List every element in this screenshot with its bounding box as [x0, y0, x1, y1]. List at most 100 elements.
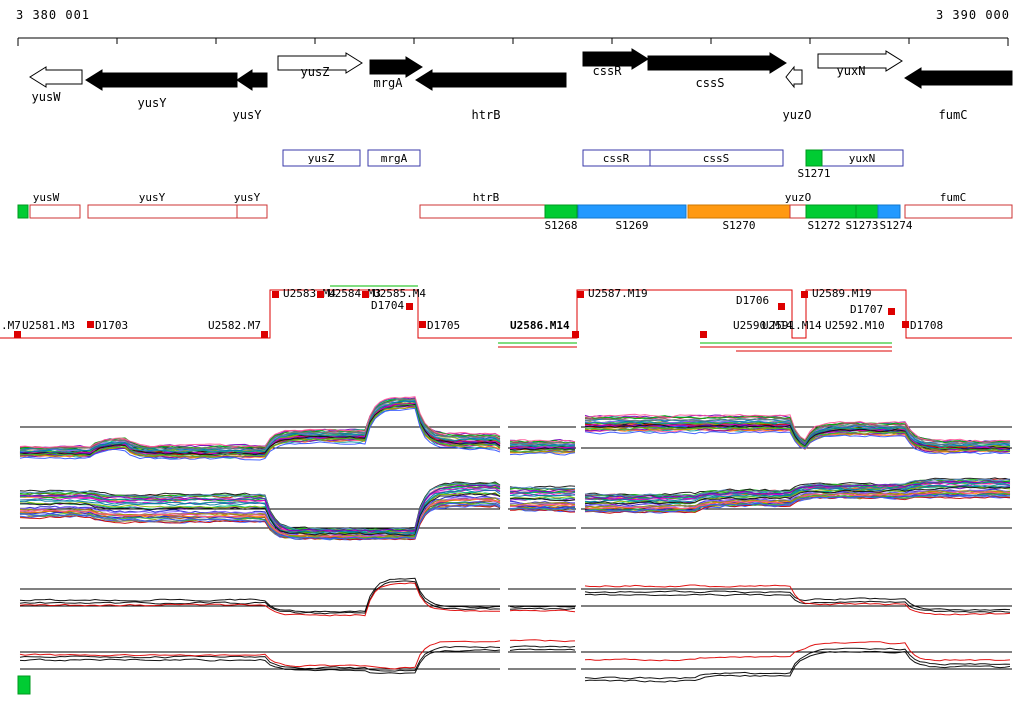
segment-S1268[interactable]	[544, 204, 578, 219]
profile-trace	[509, 497, 576, 501]
profile-trace	[509, 648, 576, 651]
gene-arrow-yusY[interactable]	[85, 69, 238, 91]
profile-trace	[20, 492, 501, 536]
probe-label-U2589.M19[interactable]: U2589.M19	[812, 287, 872, 300]
gene-arrow-mrgA[interactable]	[369, 56, 423, 78]
probe-flag-U2587.M19[interactable]	[577, 291, 584, 298]
profile-trace	[584, 647, 1011, 680]
probe-label-U2591.M14[interactable]: U2591.M14	[762, 319, 822, 332]
segment-S1272[interactable]	[805, 204, 857, 219]
profile-trace	[509, 451, 576, 456]
gene-arrow-yusY[interactable]	[236, 69, 268, 91]
tu-box-mrgA[interactable]	[367, 149, 421, 167]
profile-trace	[584, 590, 1011, 611]
profile-trace	[510, 439, 576, 443]
probe-label-D1708[interactable]: D1708	[910, 319, 943, 332]
profile-trace	[509, 495, 576, 499]
segment-yusY[interactable]	[87, 204, 238, 219]
segment-S1274[interactable]	[877, 204, 901, 219]
profile-trace	[19, 398, 501, 451]
profile-trace	[19, 398, 501, 452]
segment-htrB[interactable]	[419, 204, 546, 219]
profile-trace	[509, 446, 576, 449]
probe-label-D1703[interactable]: D1703	[95, 319, 128, 332]
probe-flag-U2585.M4[interactable]	[362, 291, 369, 298]
profile-trace	[19, 648, 501, 675]
tu-box-yusZ[interactable]	[282, 149, 361, 167]
probe-label-D1707[interactable]: D1707	[850, 303, 883, 316]
segment-label-yuzO: yuzO	[785, 191, 812, 204]
profile-trace	[584, 417, 1011, 446]
probe-flag-U2590.M14[interactable]	[700, 331, 707, 338]
profile-trace	[584, 484, 1011, 503]
gene-label-fumC: fumC	[939, 108, 968, 122]
ruler-start-label: 3 380 001	[16, 8, 91, 22]
profile-trace	[584, 426, 1011, 452]
gene-arrow-cssS[interactable]	[647, 52, 787, 74]
profile-trace	[19, 481, 501, 532]
probe-flag-U2581.M3[interactable]	[14, 331, 21, 338]
probe-flag-U2584.M3[interactable]	[317, 291, 324, 298]
tu-label-mrgA: mrgA	[381, 152, 408, 165]
probe-label-D1706[interactable]: D1706	[736, 294, 769, 307]
probe-flag-U2583.M4[interactable]	[272, 291, 279, 298]
gene-arrow-fumC[interactable]	[904, 67, 1013, 89]
gene-arrow-yusW[interactable]	[29, 66, 83, 88]
gene-label-htrB: htrB	[472, 108, 501, 122]
probe-flag-U2589.M19[interactable]	[801, 291, 808, 298]
probe-flag-D1703[interactable]	[87, 321, 94, 328]
ruler-end-label: 3 390 000	[935, 8, 1010, 22]
probe-flag-D1707[interactable]	[888, 308, 895, 315]
tu-label-cssS: cssS	[703, 152, 730, 165]
probe-label-U2587.M19[interactable]: U2587.M19	[588, 287, 648, 300]
profile-trace	[509, 486, 576, 490]
segment-yuzO[interactable]	[789, 204, 807, 219]
segment-S1270[interactable]	[687, 204, 791, 219]
segment-S1273[interactable]	[855, 204, 879, 219]
probe-label-U2582.M7[interactable]: U2582.M7	[208, 319, 261, 332]
probe-label-U2590.M14[interactable]: U2590.M14	[733, 319, 793, 332]
profile-trace	[19, 396, 501, 449]
segment-block[interactable]	[17, 204, 29, 219]
segment-yusY[interactable]	[236, 204, 268, 219]
gene-arrow-yusZ[interactable]	[277, 52, 363, 74]
probe-label-.M7[interactable]: .M7	[1, 319, 21, 332]
probe-label-U2585.M4[interactable]: U2585.M4	[373, 287, 426, 300]
segment-label-S1269: S1269	[615, 219, 648, 232]
profile-trace	[584, 486, 1011, 505]
probe-flag-D1708[interactable]	[902, 321, 909, 328]
segment-S1269[interactable]	[577, 204, 687, 219]
probe-label-U2586.M14[interactable]: U2586.M14	[510, 319, 570, 332]
gene-arrow-yuxN[interactable]	[817, 50, 903, 72]
profile-trace	[19, 397, 501, 450]
gene-label-yusZ: yusZ	[301, 65, 330, 79]
probe-label-U2592.M10[interactable]: U2592.M10	[825, 319, 885, 332]
profile-trace	[19, 400, 501, 454]
probe-flag-D1704[interactable]	[406, 303, 413, 310]
profile-trace	[584, 430, 1011, 455]
profile-trace	[584, 480, 1011, 500]
tu-box-cssS[interactable]	[649, 149, 784, 167]
profile-trace	[19, 640, 501, 670]
probe-label-D1705[interactable]: D1705	[427, 319, 460, 332]
segment-label-htrB: htrB	[473, 191, 500, 204]
probe-flag-U2586.M14[interactable]	[572, 331, 579, 338]
profile-trace	[509, 505, 576, 510]
profile-trace	[19, 582, 500, 617]
probe-label-D1704[interactable]: D1704	[371, 299, 404, 312]
profile-trace	[584, 584, 1011, 616]
profile-trace	[584, 490, 1011, 509]
profile-trace	[584, 420, 1011, 448]
profile-trace	[19, 646, 501, 672]
segment-yusW[interactable]	[29, 204, 81, 219]
gene-arrow-htrB[interactable]	[415, 69, 567, 91]
probe-flag-D1705[interactable]	[419, 321, 426, 328]
segment-S1271[interactable]	[805, 149, 823, 167]
segment-fumC[interactable]	[904, 204, 1013, 219]
gene-arrow-cssR[interactable]	[582, 48, 649, 70]
probe-label-U2581.M3[interactable]: U2581.M3	[22, 319, 75, 332]
gene-arrow-yuzO[interactable]	[785, 65, 803, 89]
probe-flag-U2582.M7[interactable]	[261, 331, 268, 338]
probe-flag-D1706[interactable]	[778, 303, 785, 310]
